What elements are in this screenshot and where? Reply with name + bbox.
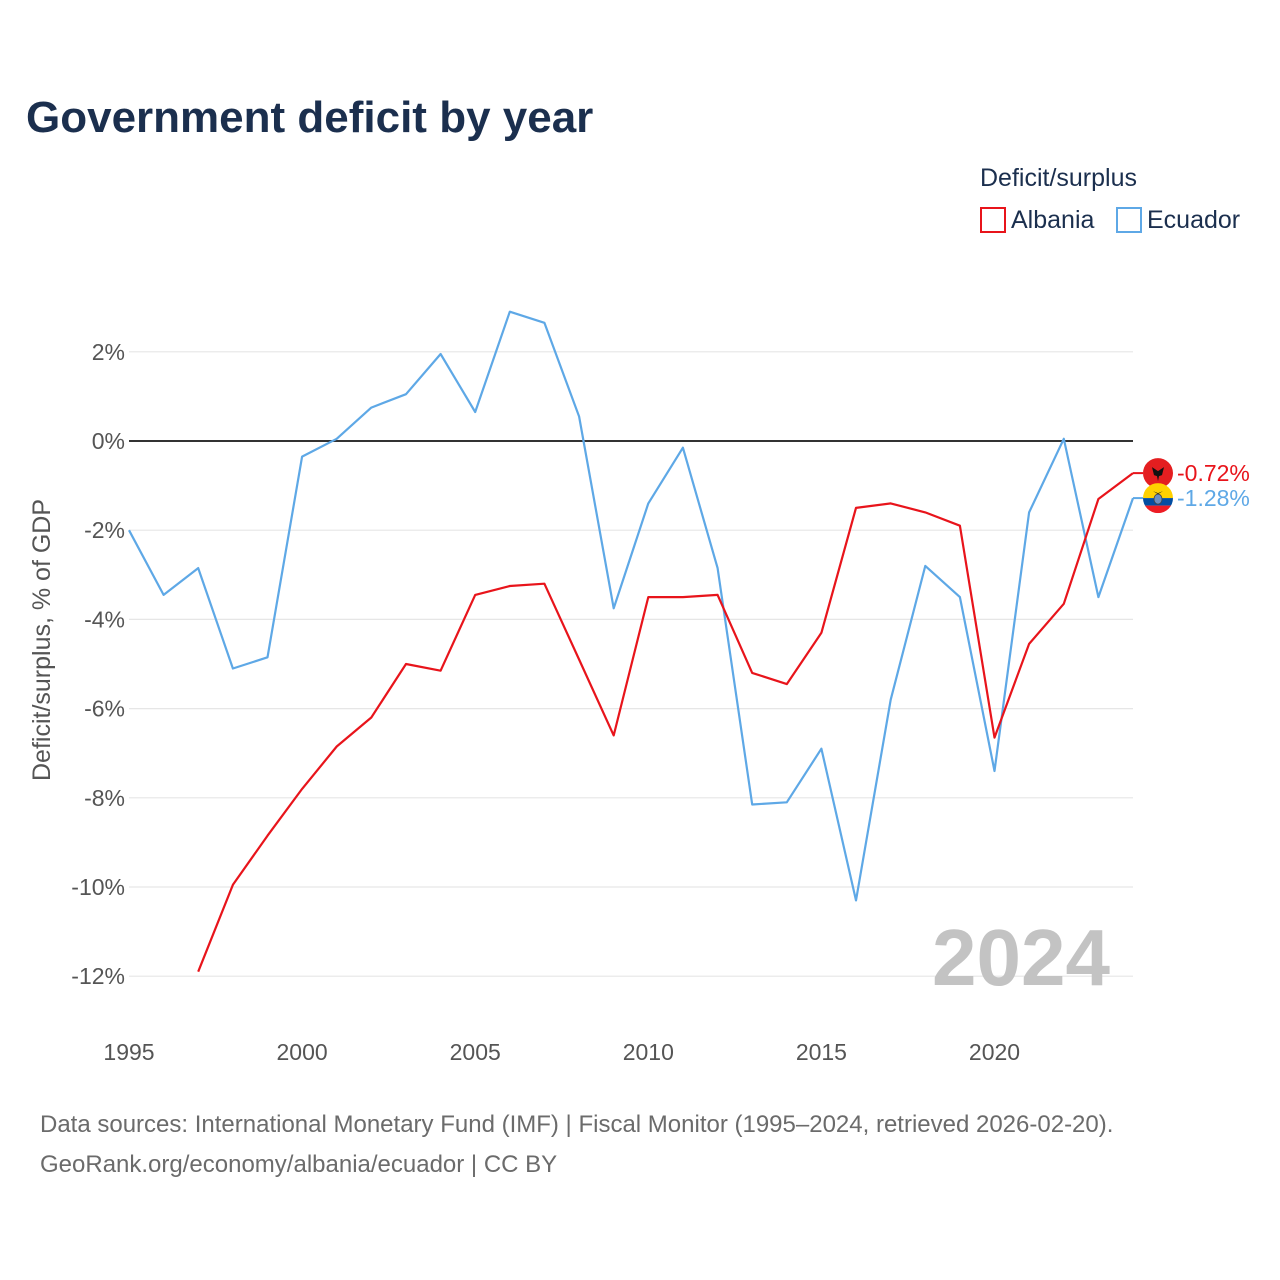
year-watermark: 2024 xyxy=(932,913,1110,1002)
y-tick-label: -12% xyxy=(71,963,125,989)
y-tick-label: 2% xyxy=(92,339,125,365)
y-tick-label: -2% xyxy=(84,517,125,543)
legend-swatch-ecuador xyxy=(1116,207,1142,233)
y-tick-label: -8% xyxy=(84,785,125,811)
end-marker-ecuador: -1.28% xyxy=(1133,483,1250,514)
chart-title: Government deficit by year xyxy=(26,93,593,142)
ecuador-flag-icon xyxy=(1143,483,1173,514)
end-value-label-ecuador: -1.28% xyxy=(1177,485,1250,511)
ecuador-coat-of-arms-icon xyxy=(1153,493,1163,505)
legend: Deficit/surplus Albania Ecuador xyxy=(980,164,1240,234)
x-tick-label: 2005 xyxy=(450,1039,501,1065)
x-tick-label: 2015 xyxy=(796,1039,847,1065)
y-axis-ticks: 2% 0% -2% -4% -6% -8% -10% -12% xyxy=(71,339,125,989)
series-end-markers: -0.72%-1.28% xyxy=(1133,458,1250,514)
legend-item-ecuador[interactable]: Ecuador xyxy=(1116,206,1240,234)
series-lines xyxy=(128,310,1135,973)
legend-item-albania[interactable]: Albania xyxy=(980,206,1094,234)
source-line-1: Data sources: International Monetary Fun… xyxy=(40,1111,1113,1138)
x-tick-label: 2000 xyxy=(277,1039,328,1065)
x-tick-label: 1995 xyxy=(103,1039,154,1065)
albania-eagle-icon xyxy=(1152,467,1164,482)
y-tick-label: -4% xyxy=(84,606,125,632)
x-tick-label: 2020 xyxy=(969,1039,1020,1065)
y-axis-label: Deficit/surplus, % of GDP xyxy=(28,499,56,781)
y-tick-label: -10% xyxy=(71,874,125,900)
legend-label-ecuador: Ecuador xyxy=(1147,206,1240,234)
legend-title: Deficit/surplus xyxy=(980,164,1137,192)
legend-label-albania: Albania xyxy=(1011,206,1094,234)
x-tick-label: 2010 xyxy=(623,1039,674,1065)
legend-swatch-albania xyxy=(980,207,1006,233)
end-value-label-albania: -0.72% xyxy=(1177,460,1250,486)
y-tick-label: 0% xyxy=(92,428,125,454)
series-line-ecuador xyxy=(128,310,1135,902)
y-tick-label: -6% xyxy=(84,696,125,722)
series-line-albania xyxy=(197,472,1134,973)
source-line-2: GeoRank.org/economy/albania/ecuador | CC… xyxy=(40,1151,557,1178)
end-marker-albania: -0.72% xyxy=(1133,458,1250,489)
x-axis-ticks: 1995 2000 2005 2010 2015 2020 xyxy=(103,1039,1020,1065)
